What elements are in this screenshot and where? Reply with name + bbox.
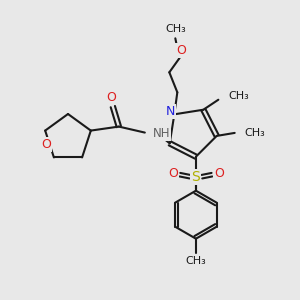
Text: O: O [176, 44, 186, 57]
Text: O: O [42, 137, 52, 151]
Text: CH₃: CH₃ [228, 91, 249, 101]
Text: O: O [106, 91, 116, 104]
Text: CH₃: CH₃ [185, 256, 206, 266]
Text: S: S [191, 170, 200, 184]
Text: CH₃: CH₃ [165, 24, 186, 34]
Text: O: O [168, 167, 178, 180]
Text: N: N [166, 105, 175, 118]
Text: NH: NH [153, 127, 170, 140]
Text: CH₃: CH₃ [245, 128, 266, 138]
Text: O: O [214, 167, 224, 180]
